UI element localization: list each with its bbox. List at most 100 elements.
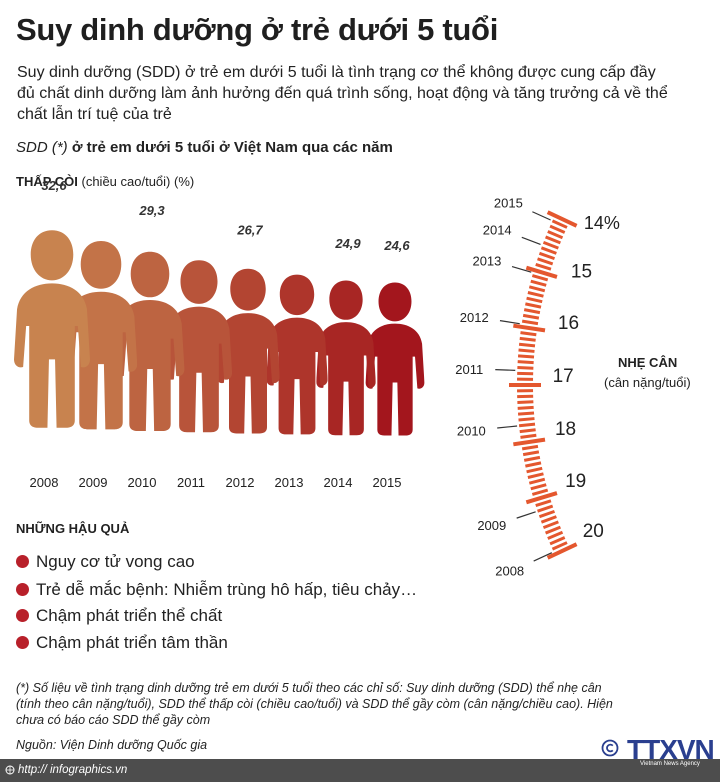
year-tick-label: 2013 <box>275 475 304 490</box>
gauge-major-tick <box>513 323 546 333</box>
bullet-dot-icon <box>16 609 29 623</box>
stunting-figure <box>64 240 138 430</box>
year-leader-line <box>533 552 553 562</box>
gauge-tick <box>537 504 554 513</box>
gauge-tick <box>538 509 556 519</box>
gauge-major-tick <box>525 265 558 279</box>
year-leader-line <box>499 320 520 325</box>
website-link[interactable]: http:// infographics.vn <box>18 764 128 776</box>
gauge-tick <box>525 461 542 468</box>
stunting-label-bold: THẤP CÒI <box>16 174 78 189</box>
wasting-label: NHẸ CÂN <box>618 355 678 370</box>
gauge-tick <box>547 230 564 240</box>
year-tick-label: 2009 <box>79 475 108 490</box>
gauge-year-label: 2012 <box>460 310 489 325</box>
gauge-tick <box>521 444 539 451</box>
gauge-tick <box>517 354 535 359</box>
gauge-tick <box>526 466 543 474</box>
consequences-title: NHỮNG HẬU QUẢ <box>16 521 130 536</box>
stunting-value-label: 24,6 <box>383 238 410 253</box>
gauge-tick <box>528 477 546 485</box>
gauge-tick <box>520 331 537 337</box>
stunting-label: THẤP CÒI (chiều cao/tuổi) (%) <box>16 174 194 189</box>
consequence-item: Chậm phát triển thể chất <box>16 606 222 630</box>
bullet-dot-icon <box>16 555 29 569</box>
gauge-tick <box>527 291 544 298</box>
consequence-item: Trẻ dễ mắc bệnh: Nhiễm trùng hô hấp, tiê… <box>16 580 417 604</box>
stunting-figure <box>115 251 185 431</box>
stunting-figure <box>365 282 425 436</box>
gauge-tick <box>537 257 554 266</box>
consequence-item: Chậm phát triển tâm thần <box>16 633 228 657</box>
gauge-tick <box>517 411 535 416</box>
year-tick-label: 2011 <box>177 475 205 490</box>
gauge-tick <box>522 313 540 320</box>
gauge-tick <box>545 525 561 535</box>
year-tick-label: 2010 <box>128 475 157 490</box>
year-tick-label: 2015 <box>373 475 402 490</box>
gauge-tick <box>542 520 559 530</box>
gauge-scale-label: 17 <box>553 366 574 387</box>
gauge-scale-label: 14% <box>584 213 620 233</box>
gauge-tick <box>519 336 536 342</box>
gauge-tick <box>519 428 536 434</box>
bullet-dot-icon <box>16 636 29 650</box>
stunting-value-label: 32,6 <box>41 178 67 193</box>
gauge-tick <box>542 240 559 250</box>
gauge-tick <box>517 405 534 410</box>
gauge-tick <box>518 422 536 428</box>
source-note: Nguồn: Viện Dinh dưỡng Quốc gia <box>16 738 208 752</box>
gauge-year-label: 2015 <box>494 196 523 211</box>
gauge-year-label: 2009 <box>477 518 506 533</box>
gauge-tick <box>538 251 556 261</box>
stunting-figure <box>14 230 90 428</box>
gauge-tick <box>518 417 535 422</box>
chart-heading-text: ở trẻ em dưới 5 tuổi ở Việt Nam qua các … <box>67 139 393 156</box>
consequence-text: Chậm phát triển thể chất <box>36 606 223 625</box>
gauge-tick <box>518 342 536 348</box>
gauge-year-label: 2010 <box>457 423 486 438</box>
year-tick-label: 2012 <box>226 475 255 490</box>
gauge-tick <box>540 515 557 524</box>
gauge-major-tick <box>546 542 578 560</box>
year-leader-line <box>497 425 518 429</box>
footer-bar <box>0 759 720 782</box>
gauge-tick <box>528 285 546 293</box>
wasting-sublabel: (cân nặng/tuổi) <box>604 375 691 390</box>
bullet-dot-icon <box>16 583 29 597</box>
year-leader-line <box>521 236 541 245</box>
stunting-value-label: 24,9 <box>334 236 361 251</box>
gauge-scale-label: 16 <box>558 313 579 334</box>
gauge-tick <box>540 246 557 255</box>
gauge-year-label: 2011 <box>455 362 483 377</box>
gauge-tick <box>551 541 568 551</box>
intro-text: Suy dinh dưỡng (SDD) ở trẻ em dưới 5 tuổ… <box>17 64 668 123</box>
consequence-text: Trẻ dễ mắc bệnh: Nhiễm trùng hô hấp, tiê… <box>36 580 418 599</box>
gauge-scale-label: 18 <box>555 419 576 440</box>
consequence-text: Nguy cơ tử vong cao <box>36 552 195 571</box>
stunting-value-label: 29,3 <box>138 203 165 218</box>
gauge-tick <box>520 433 537 439</box>
gauge-year-label: 2014 <box>483 223 512 238</box>
gauge-tick <box>549 224 566 234</box>
year-leader-line <box>495 369 516 371</box>
stunting-figures: 2008 32,6 2009 2010 29,3 2011 2012 26,7 2013 2014… <box>14 178 425 490</box>
chart-heading: SDD (*) ở trẻ em dưới 5 tuổi ở Việt Nam … <box>16 139 393 156</box>
gauge-major-tick <box>513 437 546 447</box>
gauge-scale-label: 19 <box>565 471 586 492</box>
gauge-tick <box>547 530 564 540</box>
gauge-scale-label: 15 <box>571 262 592 283</box>
year-tick-label: 2008 <box>30 475 59 490</box>
logo-subtitle: Vietnam News Agency <box>640 761 700 767</box>
consequence-text: Chậm phát triển tâm thần <box>36 633 228 652</box>
gauge-tick <box>549 536 566 546</box>
year-leader-line <box>511 265 532 273</box>
gauge-year-label: 2008 <box>495 563 524 578</box>
copyright-icon <box>601 739 619 757</box>
gauge-tick <box>531 488 549 496</box>
gauge-tick <box>517 400 534 404</box>
gauge-tick <box>517 360 534 365</box>
gauge-major-tick <box>525 491 558 505</box>
gauge-tick <box>517 366 534 370</box>
